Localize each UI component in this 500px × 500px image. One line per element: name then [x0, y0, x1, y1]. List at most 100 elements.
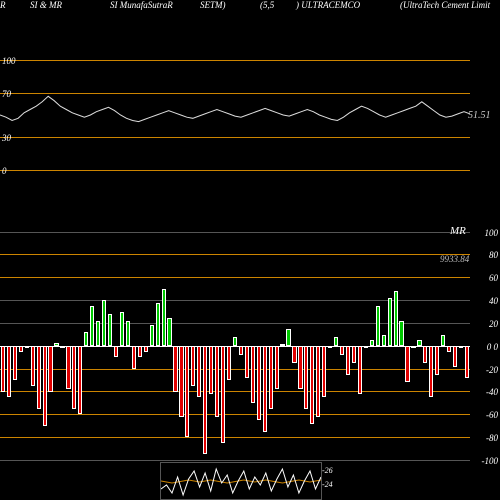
mr-bar	[399, 321, 403, 346]
mr-bar	[48, 346, 52, 392]
mr-bar	[292, 346, 296, 363]
mr-bar	[405, 346, 409, 382]
mr-bar	[84, 332, 88, 346]
mr-bar	[251, 346, 255, 403]
header-item: (UltraTech Cement Limit	[400, 0, 490, 10]
header-item: R	[0, 0, 6, 10]
mr-gridline	[0, 254, 470, 255]
mr-gridline	[0, 414, 470, 415]
mr-bar	[328, 346, 332, 348]
mr-bar	[227, 346, 231, 380]
rsi-line-chart	[0, 60, 470, 170]
mr-bar	[364, 346, 368, 348]
mr-bar	[150, 325, 154, 346]
mr-axis-label: 40	[489, 296, 498, 306]
mr-bar	[31, 346, 35, 386]
mr-axis-label: 0 0	[487, 342, 498, 352]
mr-bar	[352, 346, 356, 363]
header-item: ) ULTRACEMCO	[296, 0, 360, 10]
mr-bar	[108, 314, 112, 346]
mr-bar	[423, 346, 427, 363]
mr-gridline	[0, 460, 470, 461]
mr-bar	[388, 298, 392, 346]
mr-bar	[370, 340, 374, 346]
mr-bar	[257, 346, 261, 420]
mr-gridline	[0, 369, 470, 370]
mr-bar	[126, 321, 130, 346]
mr-bar	[54, 343, 58, 346]
mr-bar	[447, 346, 451, 352]
mr-bar	[316, 346, 320, 417]
mr-axis-label: 20	[489, 319, 498, 329]
mr-bar	[304, 346, 308, 409]
mr-bar	[221, 346, 225, 443]
mr-bar	[275, 346, 279, 389]
mr-bar	[340, 346, 344, 355]
mr-bar	[162, 289, 166, 346]
mr-bar	[429, 346, 433, 397]
mr-bar	[132, 346, 136, 369]
mr-bar	[43, 346, 47, 426]
mr-bar	[191, 346, 195, 386]
mr-bar	[269, 346, 273, 409]
mr-bar	[37, 346, 41, 409]
mr-gridline	[0, 437, 470, 438]
mr-bar	[453, 346, 457, 367]
mr-bar	[435, 346, 439, 375]
mr-bar	[376, 306, 380, 346]
mr-bar	[298, 346, 302, 389]
mr-bar	[346, 346, 350, 375]
mr-bar	[233, 337, 237, 346]
header-item: SI & MR	[30, 0, 62, 10]
mini-summary-panel	[160, 462, 322, 500]
mr-bar	[25, 346, 29, 348]
mr-bar	[245, 346, 249, 378]
mr-bar	[156, 303, 160, 346]
mr-gridline	[0, 300, 470, 301]
mr-bar	[417, 340, 421, 346]
mr-axis-label: 80	[489, 250, 498, 260]
mr-bar	[310, 346, 314, 424]
mr-axis-label: -80	[486, 433, 498, 443]
mini-axis-label: -26	[322, 466, 333, 475]
mr-bar	[465, 346, 469, 378]
mr-axis-label: -100	[482, 456, 499, 466]
mr-bar	[144, 346, 148, 352]
mr-bar	[334, 337, 338, 346]
mr-bar	[263, 346, 267, 432]
mr-bar	[167, 318, 171, 347]
header-item: SETM)	[200, 0, 226, 10]
mr-gridline	[0, 391, 470, 392]
mr-title: MR	[450, 225, 466, 237]
mr-bar	[441, 335, 445, 346]
mr-axis-label: 100	[485, 228, 499, 238]
mr-bar	[411, 346, 415, 348]
mr-bar	[78, 346, 82, 414]
mr-bar	[322, 346, 326, 397]
mr-gridline	[0, 277, 470, 278]
rsi-gridline	[0, 170, 470, 171]
rsi-current-value: 51.51	[468, 110, 491, 121]
mr-axis-label: 60	[489, 273, 498, 283]
mr-bar	[203, 346, 207, 454]
mr-bar	[19, 346, 23, 352]
mr-bar	[138, 346, 142, 357]
mr-current-value: 9933.84	[440, 254, 469, 264]
mr-bar	[120, 312, 124, 346]
mr-gridline	[0, 346, 470, 347]
mr-bar	[382, 335, 386, 346]
mr-bar	[1, 346, 5, 392]
mr-bar	[215, 346, 219, 417]
chart-header: RSI & MRSI MunafaSutraRSETM)(5,5) ULTRAC…	[0, 0, 500, 16]
mr-axis-label: -60	[486, 410, 498, 420]
mr-bar	[114, 346, 118, 357]
mr-bar	[286, 329, 290, 346]
header-item: (5,5	[260, 0, 274, 10]
mini-axis-label: -24	[322, 480, 333, 489]
mr-bar	[197, 346, 201, 397]
mr-bar	[13, 346, 17, 380]
mr-bar	[7, 346, 11, 397]
mr-bar	[209, 346, 213, 394]
mr-bar	[173, 346, 177, 392]
chart-container: { "header": { "items": ["R", "SI & MR", …	[0, 0, 500, 500]
